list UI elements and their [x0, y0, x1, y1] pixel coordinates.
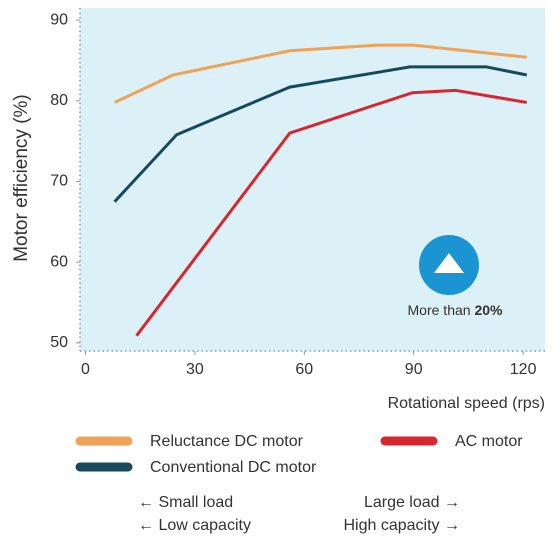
footer-text: High capacity → [344, 517, 461, 534]
x-tick-label: 30 [186, 361, 204, 378]
line [114, 43, 527, 104]
y-tick-label: 60 [50, 253, 68, 270]
line [113, 65, 528, 203]
footer-text: ← Low capacity [138, 517, 251, 534]
plot-area [80, 8, 545, 351]
legend-label: Conventional DC motor [150, 459, 317, 476]
y-axis-label: Motor efficiency (%) [11, 94, 32, 262]
x-axis-label: Rotational speed (rps) [388, 395, 545, 412]
x-tick-label: 120 [510, 361, 537, 378]
legend-label: AC motor [455, 433, 523, 450]
y-tick-label: 70 [50, 173, 68, 190]
line [135, 88, 528, 337]
x-tick-label: 0 [81, 361, 90, 378]
annotation-prefix: More than [408, 302, 475, 318]
annotation: More than 20% [408, 302, 504, 318]
y-tick-label: 90 [50, 11, 68, 28]
x-tick-label: 60 [295, 361, 313, 378]
y-tick-label: 50 [50, 334, 68, 351]
annotation-emphasis: 20% [474, 302, 503, 318]
x-tick-label: 90 [405, 361, 423, 378]
y-tick-label: 80 [50, 92, 68, 109]
legend-label: Reluctance DC motor [150, 433, 304, 450]
badge-arrow [434, 253, 464, 273]
footer-text: Large load → [364, 494, 460, 511]
footer-text: ← Small load [138, 494, 233, 511]
